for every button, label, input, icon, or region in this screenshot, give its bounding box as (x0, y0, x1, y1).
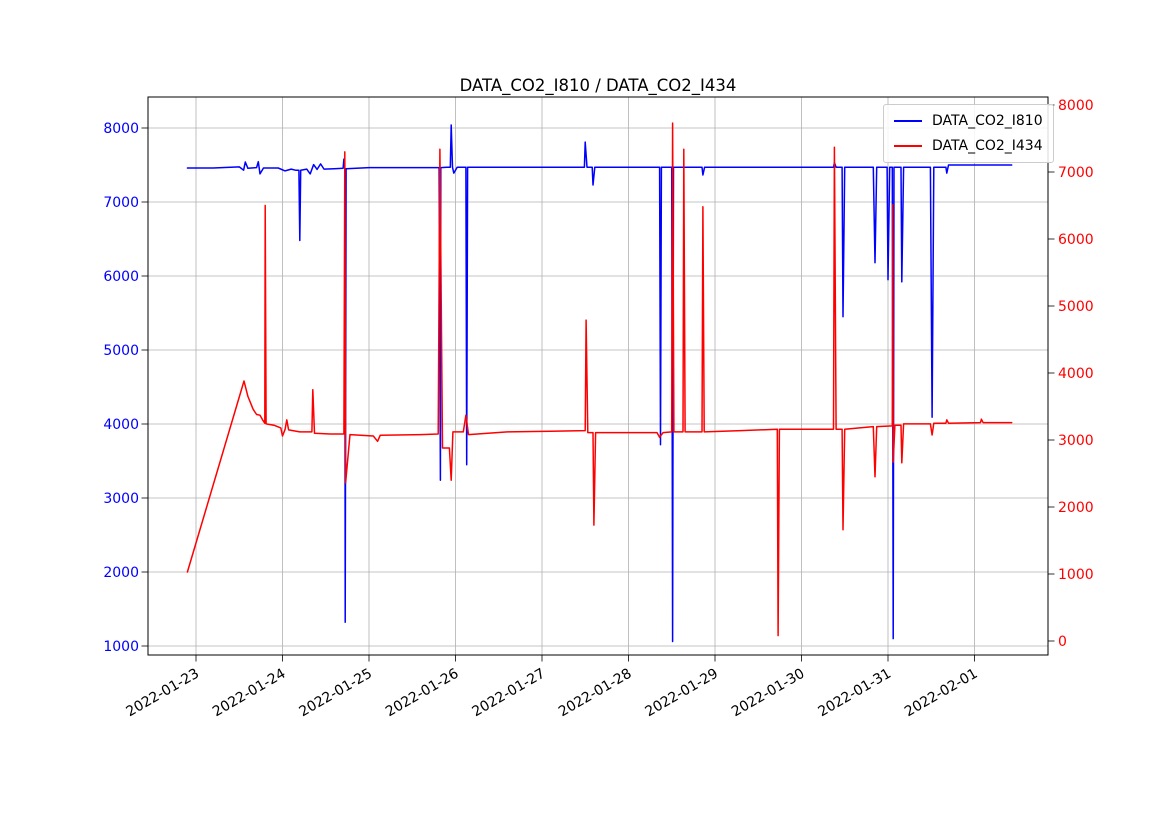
left-tick-label: 7000 (103, 195, 139, 211)
x-tick-label: 2022-01-29 (643, 666, 721, 721)
right-tick-label: 8000 (1058, 98, 1094, 114)
x-tick-label: 2022-02-01 (902, 666, 980, 721)
legend-line-blue-icon (894, 120, 922, 122)
legend-label: DATA_CO2_I434 (932, 138, 1043, 154)
legend-item: DATA_CO2_I434 (894, 138, 1043, 154)
x-tick-label: 2022-01-30 (729, 666, 807, 721)
right-tick-label: 4000 (1058, 366, 1094, 382)
right-tick-label: 0 (1058, 634, 1067, 650)
chart-title: DATA_CO2_I810 / DATA_CO2_I434 (459, 76, 737, 95)
legend: DATA_CO2_I810 DATA_CO2_I434 (883, 104, 1054, 163)
right-tick-label: 3000 (1058, 433, 1094, 449)
x-axis: 2022-01-23 2022-01-24 2022-01-25 2022-01-26… (124, 655, 981, 720)
legend-item: DATA_CO2_I810 (894, 113, 1043, 129)
right-tick-label: 2000 (1058, 500, 1094, 516)
legend-line-red-icon (894, 145, 922, 147)
right-tick-label: 6000 (1058, 232, 1094, 248)
x-tick-label: 2022-01-31 (816, 666, 894, 721)
x-tick-label: 2022-01-25 (297, 666, 375, 721)
axes-frame (147, 96, 1049, 656)
right-axis: 0 1000 2000 3000 4000 5000 6000 7000 8000 (1048, 98, 1094, 650)
right-tick-label: 5000 (1058, 299, 1094, 315)
grid-lines (148, 97, 1048, 655)
left-tick-label: 6000 (103, 269, 139, 285)
left-tick-label: 1000 (103, 639, 139, 655)
left-tick-label: 3000 (103, 491, 139, 507)
right-tick-label: 1000 (1058, 567, 1094, 583)
x-tick-label: 2022-01-23 (124, 666, 202, 721)
left-tick-label: 8000 (103, 121, 139, 137)
legend-label: DATA_CO2_I810 (932, 113, 1043, 129)
right-tick-label: 7000 (1058, 165, 1094, 181)
left-tick-label: 4000 (103, 417, 139, 433)
series-line-DATA_CO2_I434 (186, 122, 1013, 637)
series-line-DATA_CO2_I810 (186, 124, 1013, 643)
x-tick-label: 2022-01-24 (210, 666, 289, 721)
left-tick-label: 2000 (103, 565, 139, 581)
x-tick-label: 2022-01-27 (470, 666, 548, 721)
x-tick-label: 2022-01-26 (383, 666, 462, 721)
plot-background (148, 97, 1048, 655)
left-axis: 1000 2000 3000 4000 5000 6000 7000 8000 (103, 121, 148, 655)
x-tick-label: 2022-01-28 (556, 666, 634, 721)
left-tick-label: 5000 (103, 343, 139, 359)
